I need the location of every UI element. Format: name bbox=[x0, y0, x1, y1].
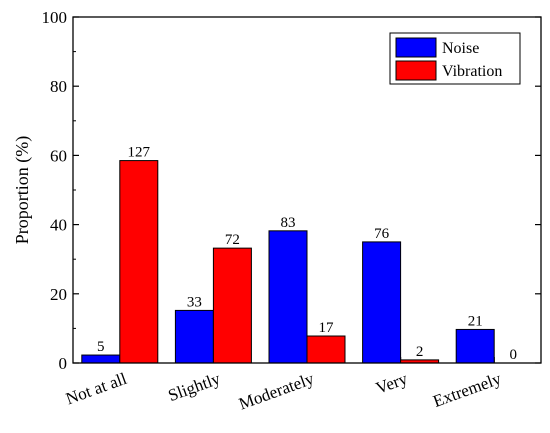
x-category-label: Slightly bbox=[166, 369, 224, 405]
legend: Noise Vibration bbox=[389, 32, 521, 85]
plot-frame bbox=[72, 16, 542, 364]
y-tick-labels: 0 20 40 60 80 100 bbox=[42, 8, 68, 373]
x-category-label: Moderately bbox=[236, 369, 317, 414]
legend-swatch-noise bbox=[395, 37, 437, 58]
x-category-label: Not at all bbox=[63, 369, 129, 409]
y-tick-label: 80 bbox=[50, 77, 67, 96]
data-label-noise: 21 bbox=[468, 313, 483, 329]
bar-noise-2 bbox=[174, 309, 214, 364]
data-label-vibration: 2 bbox=[416, 344, 424, 360]
bar-noise-4 bbox=[362, 241, 402, 364]
data-label-vibration: 72 bbox=[225, 232, 240, 248]
data-label-noise: 76 bbox=[374, 226, 390, 242]
data-label-noise: 83 bbox=[281, 215, 296, 231]
y-tick-label: 60 bbox=[50, 146, 67, 165]
bar-vibration-1 bbox=[119, 160, 159, 364]
data-label-vibration: 0 bbox=[509, 347, 517, 363]
y-tick-label: 0 bbox=[59, 354, 68, 373]
bars bbox=[81, 160, 495, 364]
data-label-vibration: 127 bbox=[128, 145, 151, 161]
data-label-noise: 5 bbox=[97, 339, 105, 355]
y-tick-label: 20 bbox=[50, 285, 67, 304]
y-axis-title: Proportion (%) bbox=[12, 136, 33, 244]
x-category-labels: Not at all Slightly Moderately Very Extremel… bbox=[63, 369, 504, 414]
data-label-vibration: 17 bbox=[319, 320, 335, 336]
data-label-noise: 33 bbox=[187, 294, 202, 310]
x-category-label: Extremely bbox=[431, 369, 505, 411]
bar-noise-1 bbox=[81, 354, 121, 364]
legend-label-vibration: Vibration bbox=[442, 63, 502, 80]
bar-vibration-2 bbox=[212, 247, 252, 364]
y-tick-label: 100 bbox=[42, 8, 68, 27]
legend-swatch-vibration bbox=[395, 60, 437, 81]
bar-vibration-3 bbox=[306, 335, 346, 364]
legend-label-noise: Noise bbox=[442, 40, 479, 57]
bar-noise-3 bbox=[268, 230, 308, 364]
data-labels: 5 127 33 72 83 17 76 2 21 0 bbox=[97, 145, 517, 363]
x-category-label: Very bbox=[373, 369, 410, 398]
y-tick-label: 40 bbox=[50, 216, 67, 235]
bar-noise-5 bbox=[455, 328, 495, 364]
